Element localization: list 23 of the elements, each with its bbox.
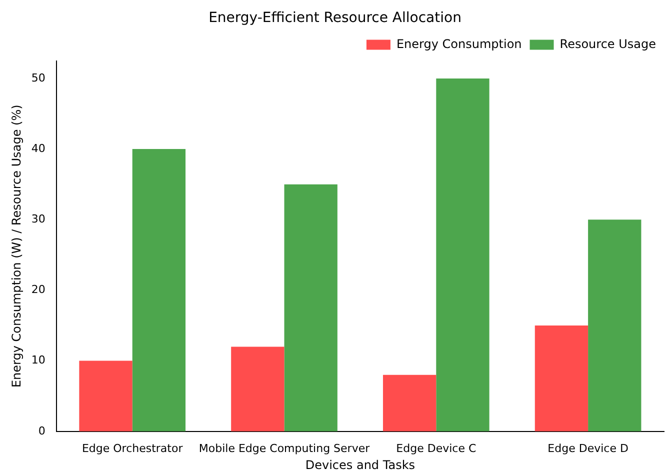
legend-label: Energy Consumption [396, 36, 522, 51]
bar [132, 149, 186, 432]
bar [588, 220, 642, 432]
y-tick-label: 0 [38, 424, 46, 438]
chart-title: Energy-Efficient Resource Allocation [208, 10, 462, 26]
bar [382, 374, 436, 432]
y-tick-label: 30 [31, 212, 46, 226]
bar [284, 184, 338, 432]
bar [534, 326, 588, 432]
y-tick-label: 10 [31, 354, 46, 367]
x-tick-label: Mobile Edge Computing Server [198, 442, 370, 455]
x-axis-title: Devices and Tasks [305, 458, 416, 472]
x-tick-label: Edge Device D [548, 442, 628, 455]
bar [79, 360, 132, 432]
y-tick-label: 40 [31, 142, 46, 155]
legend-label: Resource Usage [560, 36, 656, 51]
x-tick-label: Edge Orchestrator [82, 442, 184, 455]
x-tick-label: Edge Device C [396, 442, 476, 455]
bar [231, 346, 284, 432]
y-tick-label: 20 [31, 283, 46, 296]
y-tick-label: 50 [31, 71, 46, 84]
bar [436, 78, 490, 432]
y-axis-title: Energy Consumption (W) / Resource Usage (%) [9, 104, 24, 388]
